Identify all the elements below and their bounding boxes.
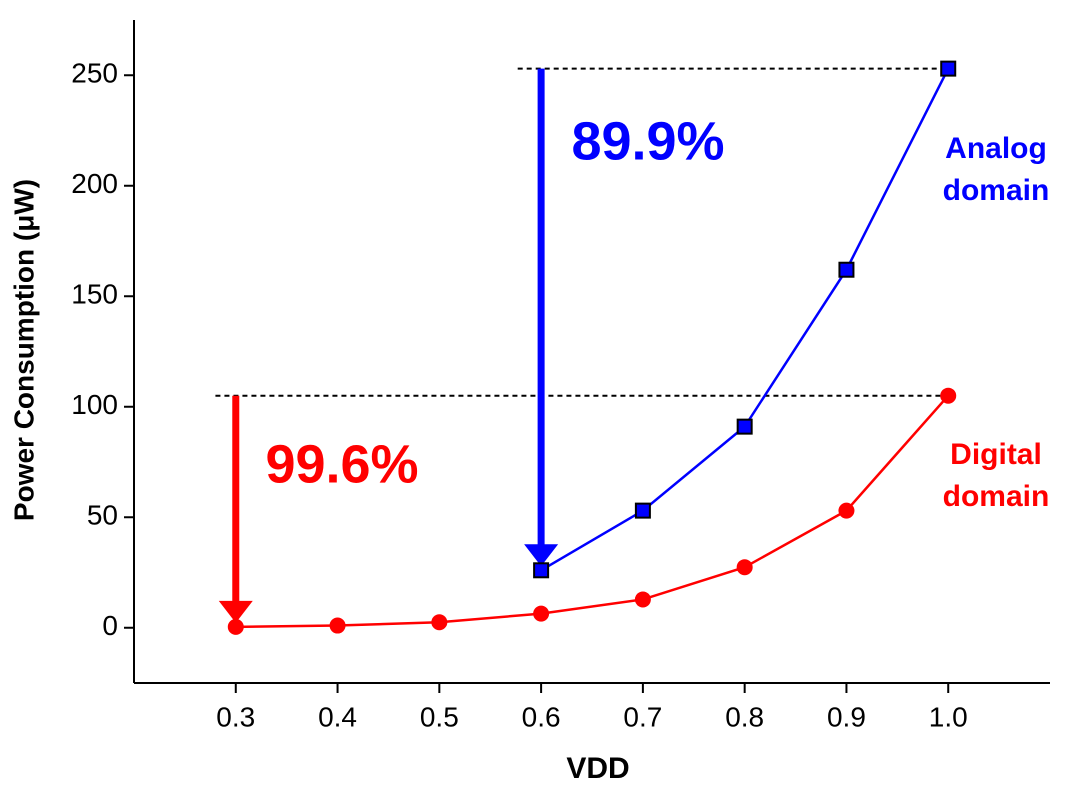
x-tick-label: 0.6 — [522, 701, 561, 732]
marker — [634, 591, 651, 608]
y-tick-label: 50 — [87, 500, 118, 531]
marker — [533, 605, 550, 622]
marker — [227, 618, 244, 635]
x-tick-label: 0.9 — [827, 701, 866, 732]
y-tick-label: 200 — [71, 168, 118, 199]
series-label: domain — [943, 480, 1050, 513]
marker — [838, 261, 855, 278]
x-tick-label: 1.0 — [929, 701, 968, 732]
marker — [329, 617, 346, 634]
x-tick-label: 0.8 — [725, 701, 764, 732]
x-axis-label: VDD — [566, 752, 629, 785]
annotation: 89.9% — [571, 111, 724, 171]
y-tick-label: 150 — [71, 279, 118, 310]
marker — [431, 614, 448, 631]
series-label: Digital — [950, 438, 1042, 471]
y-tick-label: 0 — [102, 610, 118, 641]
marker — [940, 387, 957, 404]
marker — [533, 562, 550, 579]
annotation: 99.6% — [265, 434, 418, 494]
series-line — [235, 394, 950, 629]
marker — [736, 418, 753, 435]
x-tick-label: 0.7 — [623, 701, 662, 732]
marker — [940, 60, 957, 77]
y-tick-label: 100 — [71, 389, 118, 420]
x-tick-label: 0.5 — [420, 701, 459, 732]
marker — [634, 502, 651, 519]
marker — [736, 559, 753, 576]
x-tick-label: 0.3 — [216, 701, 255, 732]
y-axis-label: Power Consumption (μW) — [8, 179, 39, 521]
x-tick-label: 0.4 — [318, 701, 357, 732]
series-label: Analog — [945, 132, 1047, 165]
marker — [838, 502, 855, 519]
y-tick-label: 250 — [71, 58, 118, 89]
series-label: domain — [943, 174, 1050, 207]
arrow-head — [218, 600, 253, 623]
arrow-head — [524, 544, 559, 567]
